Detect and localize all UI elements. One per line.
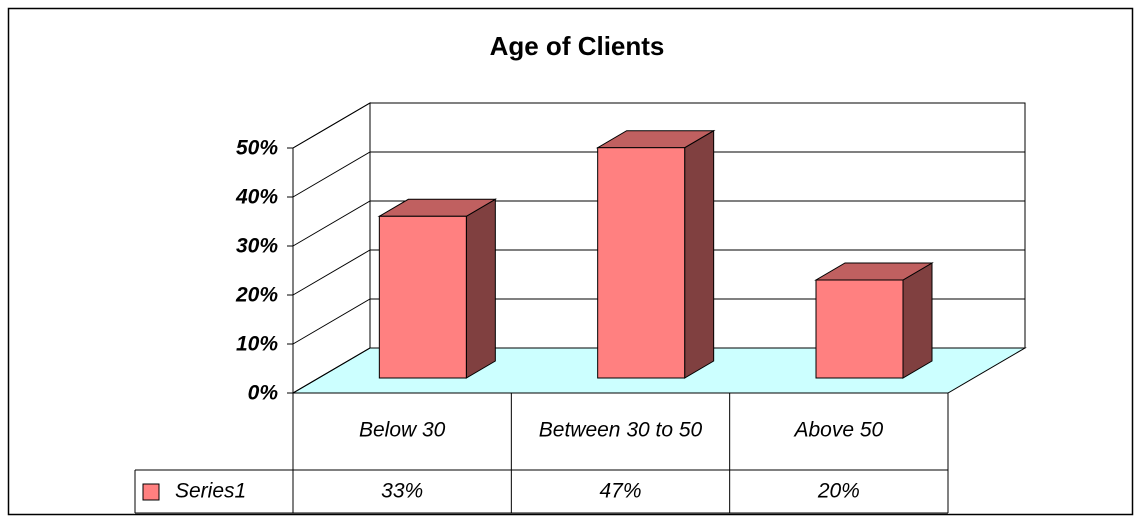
data-label: 33% [381, 480, 423, 503]
bar [378, 215, 467, 379]
y-tick-label: 10% [236, 333, 278, 356]
grid-line [292, 298, 1025, 345]
bar-side [465, 198, 496, 379]
bar-side [684, 129, 715, 379]
chart-title: Age of Clients [490, 31, 665, 61]
bar-side [902, 262, 933, 379]
legend-key [142, 483, 160, 501]
data-label: 47% [599, 480, 641, 503]
bar [597, 147, 686, 379]
grid-line [292, 102, 1025, 149]
grid-line [292, 200, 1025, 247]
x-tick-label: Between 30 to 50 [539, 419, 703, 442]
x-tick-label: Below 30 [359, 419, 446, 442]
y-tick-label: 20% [235, 284, 278, 307]
y-tick-label: 0% [248, 382, 279, 405]
data-label: 20% [817, 480, 860, 503]
x-tick-label: Above 50 [792, 419, 883, 442]
y-tick-label: 50% [236, 137, 278, 160]
bar [815, 279, 904, 379]
y-tick-label: 40% [235, 186, 278, 209]
legend-label: Series1 [175, 480, 246, 503]
grid-line [292, 347, 1025, 394]
y-tick-label: 30% [236, 235, 278, 258]
grid-line [292, 151, 1025, 198]
grid-line [292, 249, 1025, 296]
